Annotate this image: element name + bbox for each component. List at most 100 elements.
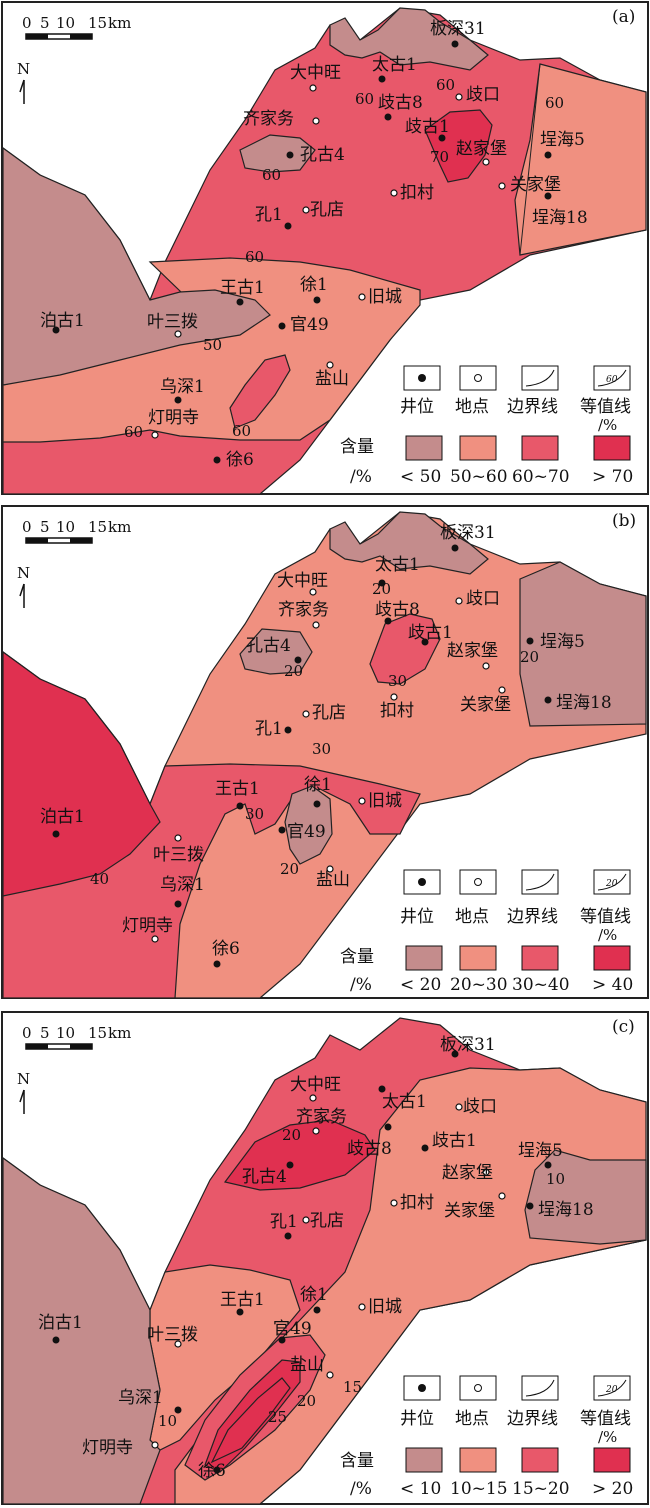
svg-text:km: km: [108, 518, 131, 536]
place-label: 旧城: [368, 1297, 402, 1317]
well-label: 乌深1: [160, 875, 205, 895]
svg-text:边界线: 边界线: [507, 1409, 558, 1429]
places: 大中旺 歧口 齐家务 赵家堡 扣村 关家堡 孔店 旧城 叶三拨 盐山 灯明寺: [147, 63, 561, 439]
wells: 板深31 太古1 歧古8 歧古1 孔古4 孔1 埕海5 埕海18 王古1 徐1 …: [40, 523, 612, 968]
well-label: 埕海5: [540, 632, 585, 652]
wells: 板深31 太古1 歧古8 歧古1 孔古4 孔1 埕海5 埕海18 王古1 徐1 …: [38, 1035, 594, 1481]
place-label: 扣村: [400, 183, 434, 203]
region-lt20-north: [329, 511, 489, 575]
svg-text:km: km: [108, 1024, 131, 1042]
region-lt50-west: [2, 146, 271, 386]
svg-text:5: 5: [40, 518, 50, 536]
contour-label: 20: [282, 1126, 301, 1144]
well-label: 孔1: [270, 1212, 298, 1232]
place-label: 大中旺: [290, 63, 341, 83]
well-label: 泊古1: [38, 1313, 83, 1333]
place-label: 叶三拨: [153, 845, 204, 865]
map-panel-a: 0 5 10 15 km N (a) 60 60 60 60 70 60 50 …: [0, 0, 650, 500]
place-label: 灯明寺: [122, 916, 173, 936]
svg-text:含量: 含量: [340, 1451, 374, 1471]
region-gt20-south: [204, 1359, 301, 1473]
place-label: 扣村: [380, 701, 414, 721]
contour-label: 60: [232, 422, 251, 440]
place-label: 灯明寺: [148, 408, 199, 428]
region-lt20-kg4: [239, 628, 313, 675]
well-label: 徐6: [198, 1461, 226, 1481]
north-arrow: N: [17, 1070, 30, 1114]
svg-text:10: 10: [56, 1024, 75, 1042]
well-label: 埕海5: [518, 1141, 563, 1161]
contour-label: 20: [520, 648, 539, 666]
contour-label: 10: [546, 1170, 565, 1188]
svg-text:> 70: > 70: [592, 467, 633, 487]
well-label: 歧古8: [347, 1139, 392, 1159]
svg-text:15~20: 15~20: [512, 1479, 570, 1499]
contour-label: 30: [245, 805, 264, 823]
well-label: 埕海5: [540, 130, 585, 150]
place-label: 歧口: [466, 589, 500, 609]
region-50-60-east: [514, 63, 647, 256]
svg-text:10: 10: [56, 14, 75, 32]
place-label: 旧城: [368, 287, 402, 307]
contour-label: 40: [90, 870, 109, 888]
contour-label: 60: [124, 423, 143, 441]
svg-text:0: 0: [22, 518, 32, 536]
svg-text:5: 5: [40, 1024, 50, 1042]
svg-text:地点: 地点: [455, 907, 489, 927]
svg-text:井位: 井位: [400, 397, 434, 417]
contour-label: 30: [312, 740, 331, 758]
contour-label: 60: [545, 94, 564, 112]
region-lt20-east: [519, 561, 647, 727]
svg-text:井位: 井位: [400, 907, 434, 927]
svg-text:30~40: 30~40: [512, 975, 570, 995]
place-label: 齐家务: [243, 109, 294, 129]
map-panel-b: 0 5 10 15 km N (b) 20 20 30 20 30 30 20 …: [0, 504, 650, 1006]
well-label: 板深31: [440, 523, 496, 543]
place-label: 赵家堡: [456, 139, 507, 159]
scale-bar: 0 5 10 15 km: [22, 14, 131, 40]
place-label: 关家堡: [510, 175, 561, 195]
well-label: 板深31: [430, 19, 486, 39]
place-label: 叶三拨: [147, 1325, 198, 1345]
places: 大中旺 齐家务 歧口 赵家堡 扣村 关家堡 孔店 旧城 叶三拨 盐山 灯明寺: [122, 571, 511, 943]
well-label: 王古1: [220, 1290, 265, 1310]
svg-text:15: 15: [88, 518, 107, 536]
legend: 60 井位 地点 边界线 等值线 /% 含量 /% < 50 50~60 60~…: [340, 365, 633, 487]
well-label: 孔1: [255, 205, 283, 225]
well-label: 徐6: [212, 939, 240, 959]
place-label: 赵家堡: [447, 641, 498, 661]
panel-tag: (b): [612, 511, 636, 531]
place-label: 歧口: [463, 1097, 497, 1117]
contour-label: 60: [245, 248, 264, 266]
place-label: 大中旺: [277, 571, 328, 591]
svg-text:60: 60: [606, 375, 618, 385]
svg-text:井位: 井位: [400, 1409, 434, 1429]
contour-label: 70: [430, 148, 449, 166]
region-lt50-kg4: [239, 134, 316, 173]
well-label: 王古1: [215, 779, 260, 799]
contour-label: 60: [436, 76, 455, 94]
well-label: 歧古1: [432, 1131, 477, 1151]
well-label: 官49: [290, 315, 329, 335]
well-label: 歧古8: [378, 93, 423, 113]
place-label: 旧城: [368, 791, 402, 811]
well-label: 徐1: [300, 1285, 328, 1305]
place-label: 灯明寺: [82, 1438, 133, 1458]
svg-text:20: 20: [605, 1385, 618, 1395]
svg-text:< 50: < 50: [400, 467, 441, 487]
well-label: 泊古1: [40, 311, 85, 331]
well-label: 埕海18: [538, 1200, 594, 1220]
place-label: 孔店: [310, 1211, 344, 1231]
svg-text:< 20: < 20: [400, 975, 441, 995]
svg-text:/%: /%: [350, 975, 372, 995]
panel-tag: (a): [612, 7, 635, 27]
well-label: 徐6: [226, 450, 254, 470]
contour-label: 10: [158, 1412, 177, 1430]
contour-label: 60: [262, 166, 281, 184]
svg-text:10~15: 10~15: [450, 1479, 508, 1499]
legend: 20 井位 地点 边界线 等值线 /% 含量 /% < 10 10~15 15~…: [340, 1375, 633, 1499]
contour-label: 20: [297, 1392, 316, 1410]
svg-text:地点: 地点: [455, 397, 489, 417]
boundary-line-east: [519, 63, 541, 256]
region-gt70: [424, 109, 493, 183]
